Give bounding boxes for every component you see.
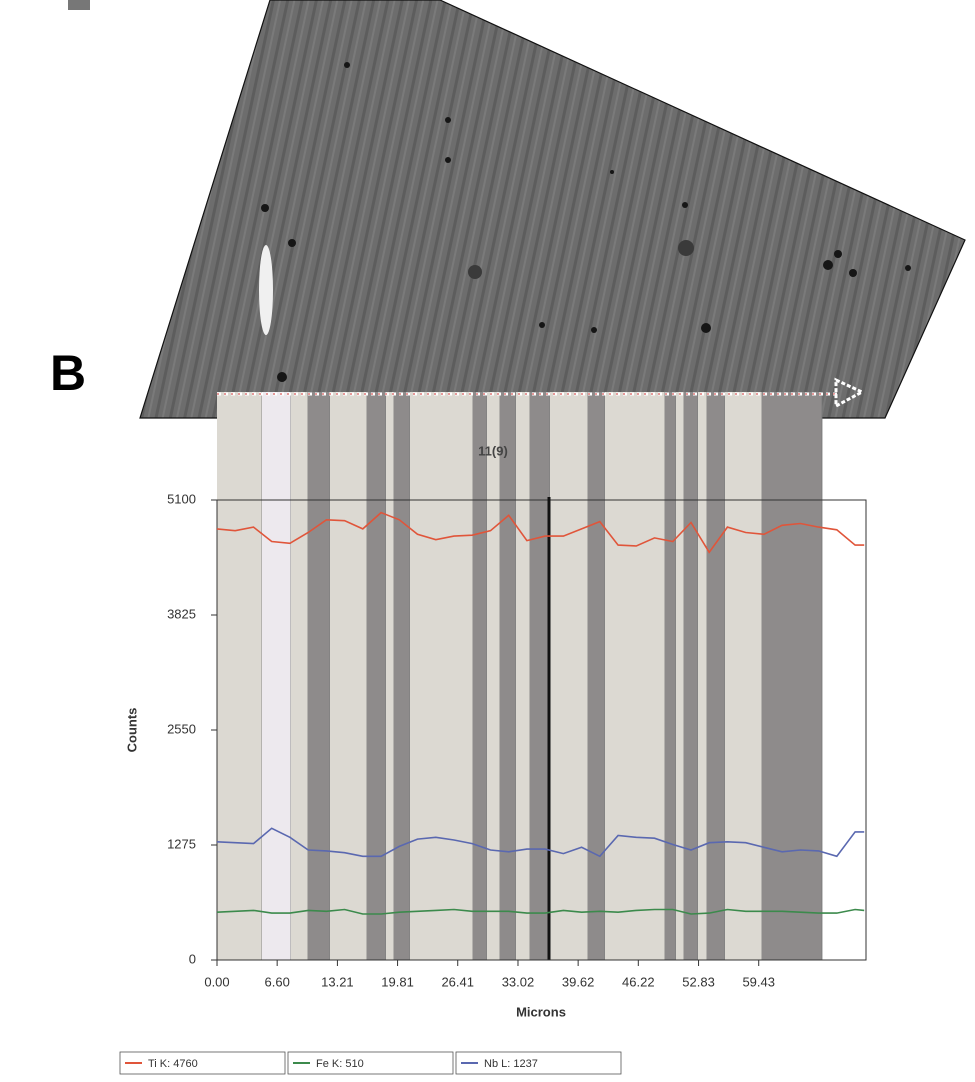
region-band — [386, 392, 394, 960]
region-band — [550, 392, 588, 960]
region-band — [676, 392, 684, 960]
region-band — [684, 392, 698, 960]
region-band — [500, 392, 516, 960]
region-band — [308, 392, 330, 960]
region-band — [530, 392, 550, 960]
legend-label: Fe K: 510 — [316, 1058, 364, 1070]
series-line — [216, 511, 865, 554]
region-band — [291, 392, 308, 960]
legend-label: Ti K: 4760 — [148, 1058, 198, 1070]
region-band — [262, 392, 291, 960]
y-axis-title: Counts — [124, 708, 139, 753]
x-tick-label: 46.22 — [622, 974, 655, 989]
region-band — [588, 392, 605, 960]
x-tick-label: 19.81 — [381, 974, 414, 989]
legend-box — [287, 1051, 454, 1075]
region-band — [410, 392, 473, 960]
series-line — [216, 908, 865, 915]
region-band — [605, 392, 665, 960]
region-band — [487, 392, 500, 960]
region-band — [217, 392, 262, 960]
region-band — [394, 392, 410, 960]
x-tick-label: 26.41 — [441, 974, 474, 989]
y-tick-label: 5100 — [167, 491, 196, 506]
series-line — [216, 827, 865, 858]
legend-label: Nb L: 1237 — [484, 1058, 538, 1070]
y-tick-label: 2550 — [167, 721, 196, 736]
region-band — [330, 392, 367, 960]
region-band — [707, 392, 725, 960]
y-tick-label: 1275 — [167, 836, 196, 851]
region-band — [725, 392, 762, 960]
region-band — [516, 392, 530, 960]
panel-label: B — [50, 345, 86, 401]
x-tick-label: 0.00 — [204, 974, 229, 989]
x-tick-label: 59.43 — [742, 974, 775, 989]
micrograph-features — [259, 62, 911, 382]
legend-box — [119, 1051, 286, 1075]
image-fragment — [68, 0, 90, 10]
x-tick-label: 39.62 — [562, 974, 595, 989]
region-band — [698, 392, 707, 960]
region-band — [762, 392, 822, 960]
region-band — [665, 392, 676, 960]
region-band — [367, 392, 386, 960]
region-bands — [217, 392, 823, 960]
x-axis-title: Microns — [516, 1004, 566, 1019]
legend-box — [455, 1051, 622, 1075]
x-tick-label: 52.83 — [682, 974, 715, 989]
x-tick-label: 13.21 — [321, 974, 354, 989]
y-tick-label: 0 — [189, 951, 196, 966]
cursor-label: 11(9) — [478, 443, 508, 458]
scan-arrow — [834, 377, 866, 409]
x-tick-label: 33.02 — [502, 974, 535, 989]
y-tick-label: 3825 — [167, 606, 196, 621]
x-tick-label: 6.60 — [265, 974, 290, 989]
region-band — [473, 392, 487, 960]
